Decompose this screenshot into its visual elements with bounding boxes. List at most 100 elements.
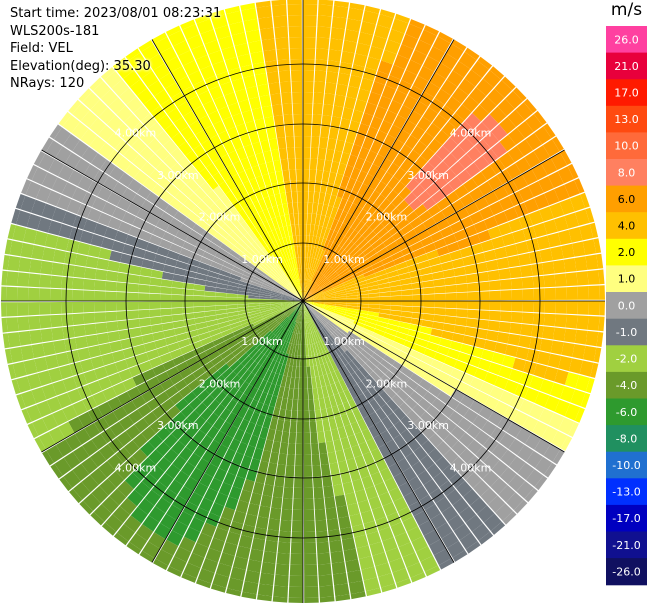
velocity-gate [31,245,45,260]
velocity-gate [281,431,290,444]
velocity-gate [416,116,432,132]
velocity-gate [163,433,178,449]
velocity-gate [163,329,176,338]
velocity-gate [349,265,360,274]
velocity-gate [122,244,136,256]
velocity-gate [90,468,107,485]
velocity-gate [413,446,428,461]
velocity-gate [225,190,237,204]
velocity-gate [214,492,229,507]
velocity-gate [101,496,119,514]
velocity-gate [243,206,254,218]
velocity-gate [163,264,176,274]
velocity-gate [370,448,383,462]
velocity-gate [107,471,125,488]
velocity-gate [346,292,358,297]
velocity-gate [182,24,200,40]
velocity-gate [31,167,48,185]
velocity-gate [293,114,303,126]
velocity-gate [313,304,324,309]
velocity-gate [200,336,213,346]
velocity-gate [237,53,252,68]
velocity-gate [351,358,362,370]
velocity-gate [313,302,325,306]
velocity-gate [338,367,347,380]
velocity-gate [127,386,142,400]
velocity-gate [312,343,318,355]
velocity-gate [352,205,363,218]
velocity-gate [267,347,276,359]
velocity-gate [507,333,521,346]
velocity-gate [225,371,237,383]
velocity-gate [222,261,235,270]
velocity-gate [227,339,239,349]
velocity-gate [189,361,202,373]
velocity-gate [212,172,225,186]
velocity-gate [436,370,450,383]
velocity-gate [283,225,289,238]
velocity-gate [102,386,117,401]
range-ring-label: 3.00km [407,419,449,432]
velocity-gate [478,310,490,320]
velocity-gate [216,283,228,289]
velocity-gate [334,208,343,221]
velocity-gate [354,252,366,262]
velocity-gate [323,159,333,172]
velocity-gate [598,316,605,332]
velocity-gate [169,217,183,230]
velocity-gate [72,463,90,481]
velocity-gate [322,284,333,291]
velocity-gate [358,393,369,406]
velocity-gate [354,157,365,171]
velocity-gate [140,457,156,473]
velocity-gate [321,283,332,290]
velocity-gate [307,377,313,389]
velocity-gate [459,532,478,550]
velocity-gate [303,432,311,444]
velocity-gate [550,340,564,355]
velocity-gate [374,395,387,408]
velocity-gate [318,341,326,353]
velocity-gate [350,144,362,157]
velocity-gate [518,214,533,229]
velocity-gate [462,95,479,113]
velocity-gate [191,205,205,218]
velocity-gate [367,253,379,263]
velocity-gate [166,530,184,546]
velocity-gate [270,304,282,308]
velocity-gate [503,405,519,422]
velocity-gate [580,192,590,208]
velocity-gate [18,257,32,273]
velocity-gate [300,301,303,312]
velocity-gate [382,537,398,552]
velocity-gate [314,272,321,283]
velocity-gate [470,497,487,514]
velocity-gate [323,287,334,293]
velocity-gate [362,199,374,212]
velocity-gate [146,349,160,361]
velocity-gate [313,365,319,377]
velocity-gate [378,491,393,507]
velocity-gate [400,223,414,235]
velocity-gate [574,256,588,272]
velocity-gate [247,154,259,168]
velocity-gate [176,76,193,92]
velocity-gate [319,596,335,603]
velocity-gate [118,368,133,382]
velocity-gate [185,164,199,179]
velocity-gate [249,411,260,425]
velocity-gate [51,262,64,276]
velocity-gate [156,371,170,384]
velocity-gate [249,458,261,471]
velocity-gate [258,163,269,176]
velocity-gate [371,261,384,270]
velocity-gate [319,314,329,323]
velocity-gate [329,38,344,51]
velocity-gate [225,496,239,511]
velocity-gate [337,185,346,199]
velocity-gate [28,273,41,288]
velocity-gate [177,254,190,264]
velocity-gate [223,472,236,486]
velocity-gate [205,382,218,395]
velocity-gate [472,171,487,187]
